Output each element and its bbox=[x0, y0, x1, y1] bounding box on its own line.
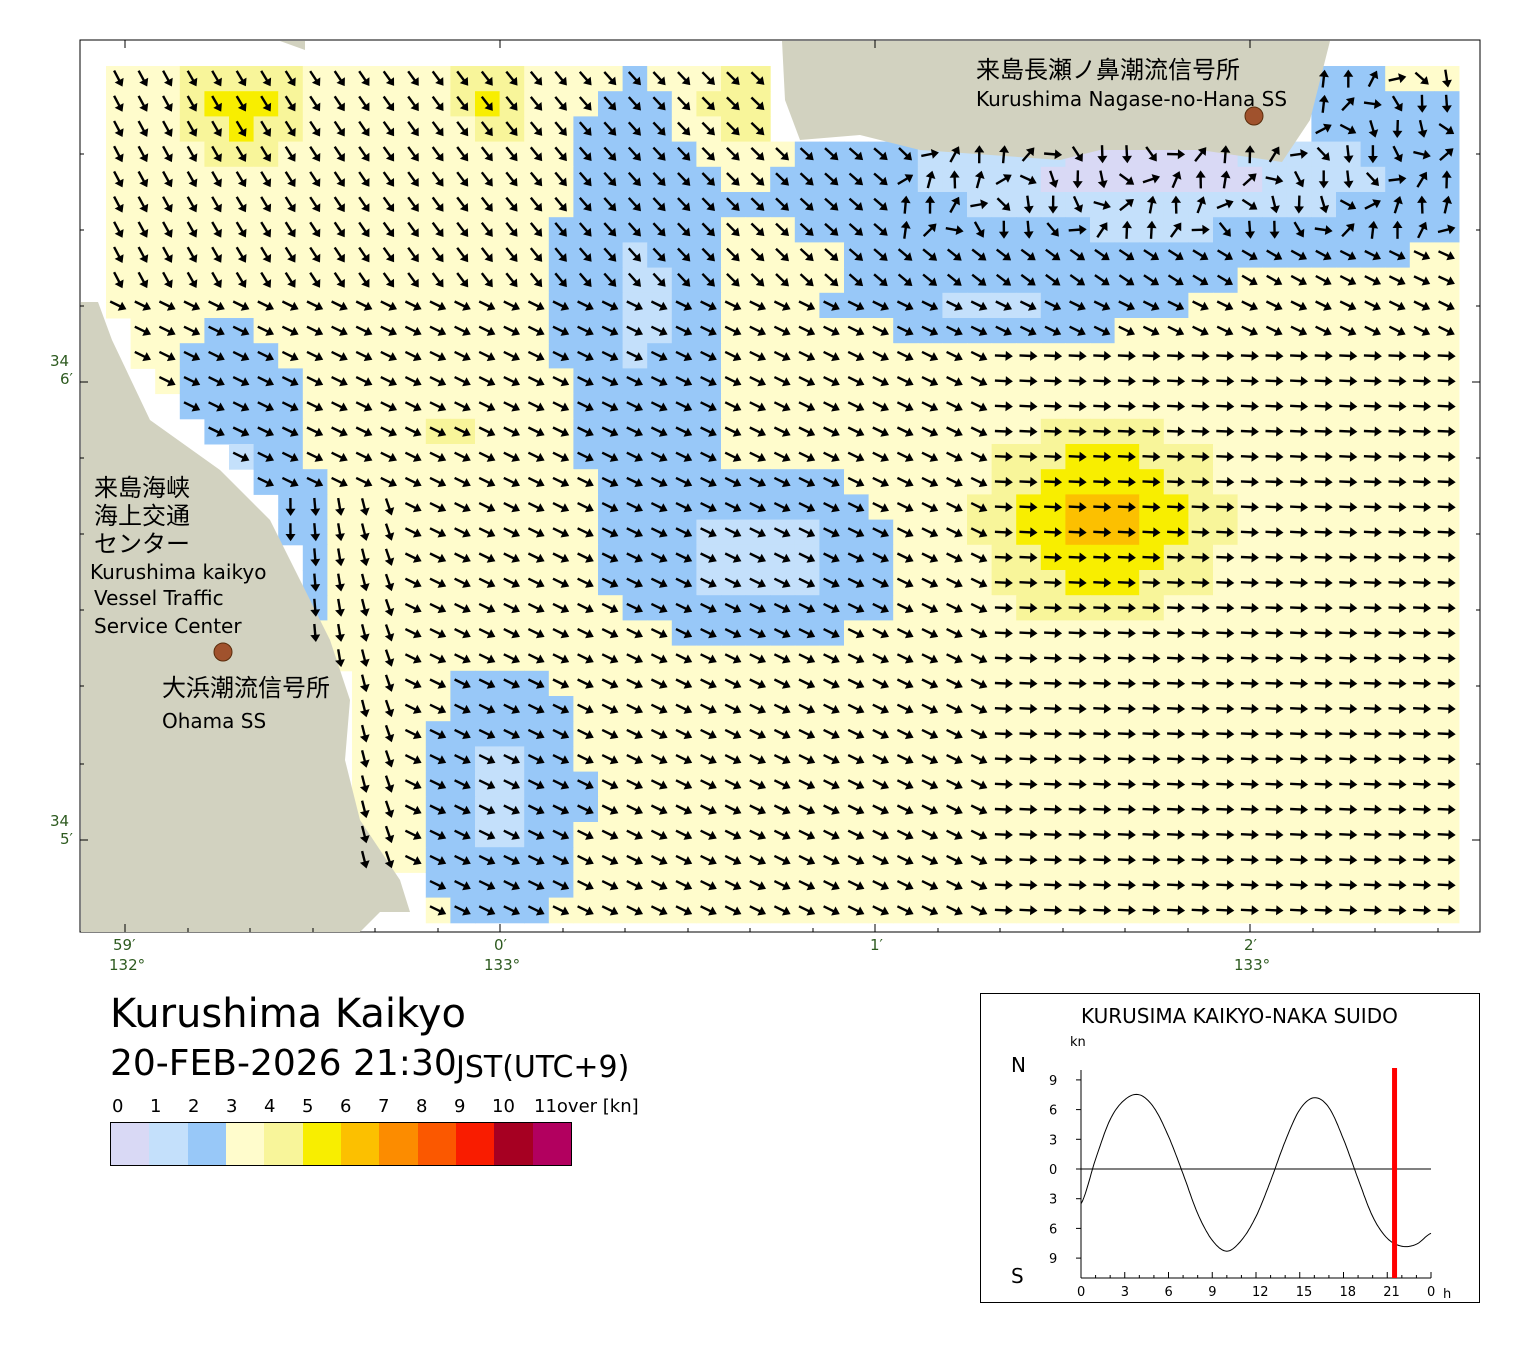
legend-label: 1 bbox=[150, 1096, 162, 1117]
vts-label-en-3: Service Center bbox=[94, 614, 242, 638]
tide-south-label: S bbox=[1011, 1264, 1024, 1288]
legend-swatch bbox=[455, 1123, 495, 1165]
ohama-station-icon bbox=[213, 642, 233, 662]
vts-label-en-2: Vessel Traffic bbox=[94, 586, 224, 610]
lon-label-deg: 133° bbox=[484, 956, 520, 974]
lon-label-deg: 133° bbox=[1234, 956, 1270, 974]
tide-x-tick: 15 bbox=[1296, 1285, 1313, 1300]
nagase-label-jp: 来島長瀬ノ鼻潮流信号所 bbox=[976, 56, 1240, 84]
legend-label: 6 bbox=[340, 1096, 352, 1117]
tide-x-tick: 12 bbox=[1252, 1285, 1269, 1300]
tide-y-tick: 3 bbox=[1049, 1193, 1057, 1208]
tide-x-tick: 0 bbox=[1077, 1285, 1085, 1300]
timezone-label: JST(UTC+9) bbox=[456, 1050, 630, 1085]
vts-label-jp-2: 海上交通 bbox=[94, 502, 190, 530]
tide-x-tick: 18 bbox=[1340, 1285, 1357, 1300]
tide-y-tick: 3 bbox=[1049, 1133, 1057, 1148]
tide-y-tick: 6 bbox=[1049, 1222, 1057, 1237]
legend-label: 10 bbox=[492, 1096, 515, 1117]
legend-color-bar bbox=[110, 1122, 572, 1166]
tide-y-tick: 6 bbox=[1049, 1104, 1057, 1119]
legend-swatch bbox=[264, 1123, 303, 1165]
legend-swatch bbox=[379, 1123, 418, 1165]
vts-label-en-1: Kurushima kaikyo bbox=[90, 560, 267, 584]
legend-swatch bbox=[532, 1123, 571, 1165]
tide-x-unit: h bbox=[1443, 1287, 1451, 1302]
lon-label-min: 0′ bbox=[494, 936, 508, 954]
legend-label: 3 bbox=[226, 1096, 238, 1117]
vts-label-jp-1: 来島海峡 bbox=[94, 474, 190, 502]
legend-swatch bbox=[340, 1123, 380, 1165]
tide-x-tick: 6 bbox=[1165, 1285, 1173, 1300]
tide-north-label: N bbox=[1011, 1053, 1026, 1077]
lon-label-min: 1′ bbox=[870, 936, 884, 954]
vts-label-jp-3: センター bbox=[94, 530, 190, 558]
legend-swatch bbox=[302, 1123, 341, 1165]
tide-axes: 9 6 3 0 3 6 9 0 3 6 9 12 15 18 21 0 bbox=[1049, 1070, 1435, 1300]
datetime-label: 20-FEB-2026 21:30 bbox=[110, 1043, 457, 1084]
legend-swatch bbox=[417, 1123, 456, 1165]
legend-label: 5 bbox=[302, 1096, 314, 1117]
current-map: 34 6′ 34 5′ 59′ 132° 0′ 133° 1′ 2′ 133° bbox=[50, 39, 1481, 974]
tide-unit: kn bbox=[1070, 1035, 1086, 1050]
legend-label: 0 bbox=[112, 1096, 124, 1117]
legend-label: 11over [kn] bbox=[534, 1096, 639, 1117]
legend-swatch bbox=[494, 1123, 533, 1165]
legend-labels: 0 1 2 3 4 5 6 7 8 9 10 11over [kn] bbox=[110, 1096, 710, 1120]
tide-x-tick: 21 bbox=[1383, 1285, 1400, 1300]
lon-label-min: 59′ bbox=[113, 936, 136, 954]
lat-bot-deg: 34 bbox=[50, 812, 69, 830]
tide-chart: kn N S h 9 6 3 0 3 6 9 0 3 6 9 12 15 18 21 0 bbox=[1011, 1035, 1451, 1302]
tide-curve bbox=[1080, 1093, 1432, 1252]
legend-swatch bbox=[111, 1123, 150, 1165]
tide-y-tick: 0 bbox=[1049, 1163, 1057, 1178]
ohama-label-en: Ohama SS bbox=[162, 709, 267, 733]
legend-label: 9 bbox=[454, 1096, 466, 1117]
lon-label-min: 2′ bbox=[1244, 936, 1258, 954]
lat-top-min: 6′ bbox=[60, 370, 74, 388]
lat-bot-min: 5′ bbox=[60, 830, 74, 848]
legend-label: 4 bbox=[264, 1096, 276, 1117]
legend-label: 8 bbox=[416, 1096, 428, 1117]
nagase-label-en: Kurushima Nagase-no-Hana SS bbox=[976, 87, 1288, 111]
page-title: Kurushima Kaikyo bbox=[110, 991, 466, 1037]
lat-top-deg: 34 bbox=[50, 352, 69, 370]
tide-x-tick: 3 bbox=[1121, 1285, 1129, 1300]
ohama-label-jp: 大浜潮流信号所 bbox=[162, 674, 330, 702]
tide-x-tick: 9 bbox=[1208, 1285, 1216, 1300]
lon-label-deg: 132° bbox=[109, 956, 145, 974]
tide-y-tick: 9 bbox=[1049, 1252, 1057, 1267]
legend-swatch bbox=[187, 1123, 226, 1165]
legend-label: 7 bbox=[378, 1096, 390, 1117]
tide-y-tick: 9 bbox=[1049, 1074, 1057, 1089]
legend-swatch bbox=[225, 1123, 265, 1165]
legend-swatch bbox=[149, 1123, 188, 1165]
legend-label: 2 bbox=[188, 1096, 200, 1117]
tide-x-tick: 0 bbox=[1427, 1285, 1435, 1300]
